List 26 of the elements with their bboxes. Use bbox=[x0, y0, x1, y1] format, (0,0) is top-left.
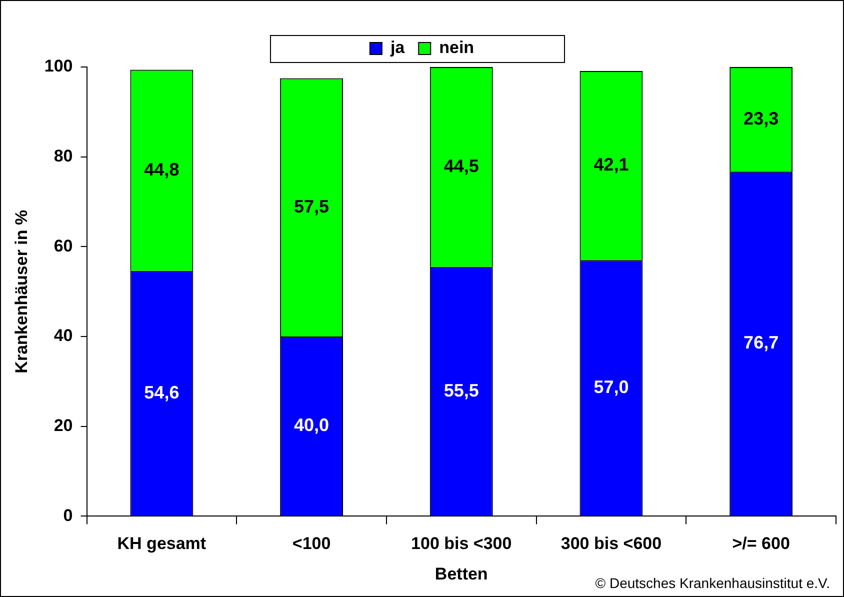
x-tick-label: KH gesamt bbox=[117, 534, 206, 554]
text: © Deutsches Krankenhausinstitut e.V. bbox=[595, 575, 830, 591]
y-tick-label: 80 bbox=[54, 146, 73, 166]
x-tick-label: 300 bis <600 bbox=[560, 534, 662, 554]
y-axis-title: Krankenhäuser in % bbox=[12, 210, 31, 374]
data-label: 76,7 bbox=[744, 332, 779, 353]
data-label: 23,3 bbox=[744, 108, 779, 128]
x-tick-label: <100 bbox=[292, 534, 331, 554]
y-tick-label: 100 bbox=[44, 56, 73, 76]
x-tick-label: 100 bis <300 bbox=[411, 534, 512, 554]
data-label: 57,5 bbox=[294, 196, 330, 216]
y-tick-label: 40 bbox=[54, 326, 73, 346]
data-label: 42,1 bbox=[594, 154, 629, 175]
legend-label: nein bbox=[439, 38, 474, 58]
x-tick-label: >/= 600 bbox=[732, 534, 790, 554]
data-label: 44,5 bbox=[444, 156, 479, 176]
data-label: 55,5 bbox=[444, 380, 479, 400]
legend-label: ja bbox=[389, 38, 406, 58]
data-label: 57,0 bbox=[594, 376, 629, 397]
y-tick-label: 20 bbox=[54, 416, 73, 436]
data-label: 40,0 bbox=[294, 415, 330, 436]
y-tick-label: 60 bbox=[54, 236, 73, 256]
data-label: 54,6 bbox=[144, 382, 180, 402]
data-label: 44,8 bbox=[144, 159, 180, 180]
y-tick-label: 0 bbox=[63, 506, 73, 525]
x-axis-title: Betten bbox=[434, 564, 488, 584]
